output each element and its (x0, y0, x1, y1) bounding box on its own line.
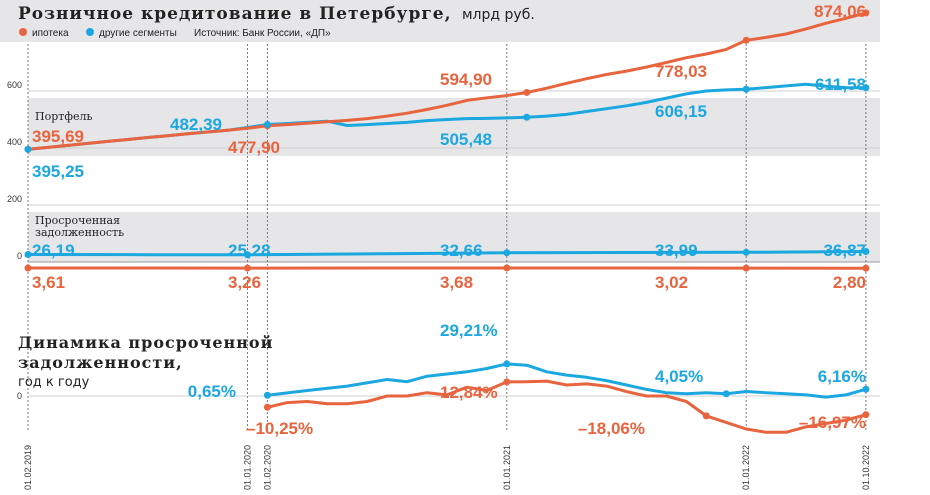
yoy-line-mortgage (267, 379, 867, 434)
yoy-label-other: 4,05% (655, 367, 703, 386)
overdue-label-mortgage: 3,02 (655, 273, 688, 292)
overdue-point-mortgage (24, 264, 32, 272)
overdue-label-other: 26,19 (32, 241, 75, 260)
header-band (0, 0, 880, 42)
yoy-label-mortgage: –10,25% (246, 419, 313, 438)
data-label-mortgage: 778,03 (655, 62, 707, 81)
overdue-point-mortgage (243, 264, 251, 272)
yoy-point-mortgage (263, 403, 271, 411)
overdue-point-mortgage (742, 264, 750, 272)
overdue-label-other: 25,28 (228, 241, 271, 260)
data-label-other: 482,39 (170, 115, 222, 134)
overdue-point-other (243, 251, 251, 259)
overdue-label-mortgage: 3,68 (440, 273, 473, 292)
data-label-layer: 395,69 395,25 482,39 477,90 594,90 505,48 778,… (32, 2, 866, 438)
portfolio-band (28, 98, 880, 156)
yoy-point-other (503, 360, 511, 368)
date-label: 01.01.2022 (741, 445, 751, 490)
overdue-point-mortgage (503, 264, 511, 272)
yoy-title-line1: Динамика просроченной (18, 333, 273, 352)
yoy-point-mortgage (503, 378, 511, 386)
date-label: 01.02.2020 (262, 445, 272, 490)
date-label: 01.10.2022 (861, 445, 871, 490)
y-tick-label: 600 (7, 80, 22, 90)
series-layer (24, 9, 870, 434)
data-label-other: 606,15 (655, 102, 707, 121)
series-point-other (523, 113, 531, 121)
overdue-label-mortgage: 3,61 (32, 273, 65, 292)
overdue-label-other: 36,87 (823, 241, 866, 260)
chart-unit: млрд руб. (462, 7, 535, 23)
overdue-point-other (742, 248, 750, 256)
legend-mortgage-label: ипотека (32, 28, 69, 39)
overdue-label-other: 33,99 (655, 241, 698, 260)
yoy-label-mortgage: –16,97% (799, 413, 866, 432)
series-point-mortgage (523, 88, 531, 96)
portfolio-label: Портфель (35, 110, 92, 123)
overdue-label-mortgage: 2,80 (833, 273, 866, 292)
date-axis: 01.02.2019 01.01.2020 01.02.2020 01.01.2021… (23, 445, 871, 490)
yoy-label-other: 6,16% (818, 367, 866, 386)
legend-other-swatch (86, 28, 94, 36)
yoy-label-mortgage: –18,06% (578, 419, 645, 438)
data-label-mortgage: 395,69 (32, 127, 84, 146)
legend-other-label: другие сегменты (99, 28, 177, 39)
data-label-mortgage: 594,90 (440, 70, 492, 89)
data-label-mortgage: 477,90 (228, 138, 280, 157)
overdue-label-other: 32,66 (440, 241, 483, 260)
yoy-title-line2: задолженности, (18, 353, 183, 372)
source-note: Источник: Банк России, «ДП» (194, 28, 331, 39)
yoy-point-other (862, 385, 870, 393)
grid: 0 200 400 600 0 (7, 44, 880, 432)
overdue-point-other (503, 249, 511, 257)
overdue-label-mortgage: 3,26 (228, 273, 261, 292)
series-line-mortgage (27, 11, 867, 151)
series-point-other (742, 85, 750, 93)
series-point-mortgage (742, 36, 750, 44)
yoy-label-mortgage: 12,84% (440, 383, 498, 402)
yoy-tick-label: 0 (17, 391, 22, 401)
y-tick-label: 0 (17, 251, 22, 261)
legend-mortgage-swatch (19, 28, 27, 36)
yoy-line-other (267, 362, 867, 399)
date-label: 01.02.2019 (23, 445, 33, 490)
series-point-other (24, 145, 32, 153)
date-label: 01.01.2020 (242, 445, 252, 490)
overdue-label-line2: задолженность (35, 226, 124, 239)
overdue-label-line1: Просроченная (35, 214, 120, 227)
data-label-other: 505,48 (440, 130, 492, 149)
series-point-other (263, 121, 271, 129)
date-label: 01.01.2021 (502, 445, 512, 490)
overdue-point-other (24, 251, 32, 259)
series-point-mortgage (862, 9, 870, 17)
yoy-label-other: 29,21% (440, 321, 498, 340)
y-tick-label: 400 (7, 137, 22, 147)
yoy-point-mortgage (702, 412, 710, 420)
overdue-line-other (27, 250, 866, 257)
data-label-mortgage: 874,06 (814, 2, 866, 21)
overdue-point-mortgage (862, 264, 870, 272)
yoy-point-other (263, 391, 271, 399)
data-label-other: 395,25 (32, 162, 84, 181)
yoy-point-mortgage (862, 411, 870, 419)
yoy-label-other: 0,65% (188, 382, 236, 401)
y-tick-label: 200 (7, 194, 22, 204)
yoy-point-other (722, 390, 730, 398)
overdue-point-other (862, 247, 870, 255)
yoy-unit: год к году (18, 375, 90, 390)
series-point-other (862, 84, 870, 92)
data-label-other: 611,58 (815, 75, 866, 94)
chart-title: Розничное кредитование в Петербурге, (18, 4, 451, 24)
